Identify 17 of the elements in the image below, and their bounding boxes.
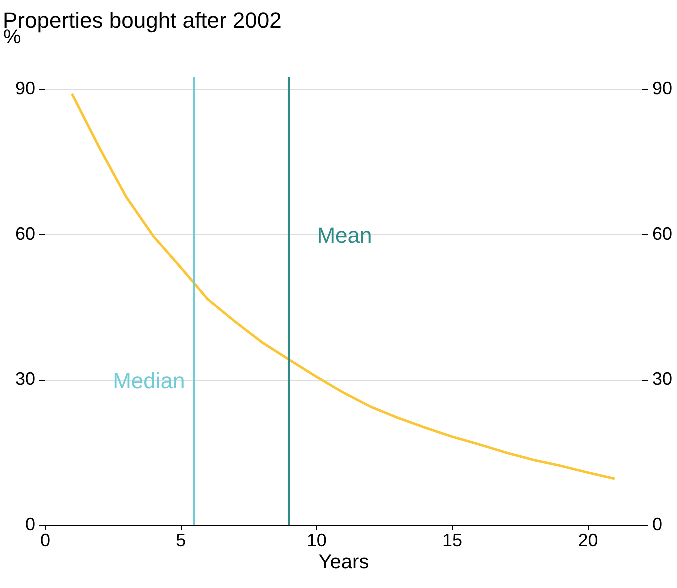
y-tick-label: 0 — [25, 514, 36, 534]
x-tick-label: 20 — [578, 530, 598, 550]
y2-tick-label: 30 — [652, 369, 673, 390]
x-tick-label: 5 — [176, 530, 186, 550]
line-series — [70, 92, 616, 480]
y-tick-label: 90 — [15, 78, 36, 99]
x-tick-label: 0 — [40, 530, 51, 550]
y-tick-label: 60 — [15, 224, 36, 244]
x-tick-label: 10 — [306, 530, 327, 550]
y2-tick-label: 90 — [652, 78, 673, 99]
x-axis-title: Years — [318, 552, 370, 574]
ref-line-label: Median — [113, 368, 186, 394]
x-tick-label: 15 — [442, 530, 463, 550]
y2-tick-label: 60 — [652, 224, 673, 244]
ref-line-label: Mean — [317, 223, 372, 248]
y-tick-label: 30 — [15, 369, 36, 390]
y2-tick-label: 0 — [652, 514, 663, 534]
